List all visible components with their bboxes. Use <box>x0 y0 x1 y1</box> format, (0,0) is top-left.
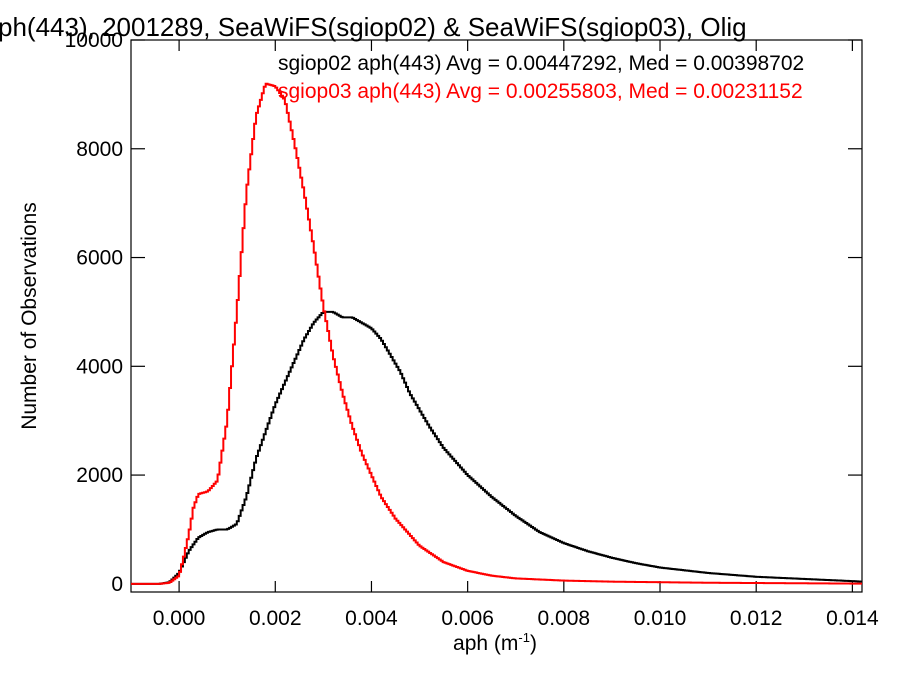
plot-frame <box>130 39 863 593</box>
y-axis-ticks: 0 2000 4000 6000 8000 10000 <box>65 29 862 596</box>
x-tick-label: 0.004 <box>345 607 398 630</box>
y-tick-label: 2000 <box>76 464 123 487</box>
x-tick-label: 0.008 <box>538 607 591 630</box>
series-line-2 <box>131 82 862 585</box>
y-tick-label: 0 <box>111 573 123 596</box>
annotation-sgiop03: sgiop03 aph(443) Avg = 0.00255803, Med =… <box>278 80 803 103</box>
x-tick-label: 0.000 <box>153 607 206 630</box>
x-axis-label-main: aph (m <box>453 632 518 655</box>
x-tick-label: 0.014 <box>826 607 879 630</box>
y-tick-label: 8000 <box>76 138 123 161</box>
x-tick-label: 0.010 <box>634 607 687 630</box>
x-axis-ticks: 0.000 0.002 0.004 0.006 0.008 0.010 0.012 0.014 <box>153 40 879 630</box>
x-tick-label: 0.006 <box>441 607 494 630</box>
annotation-sgiop02: sgiop02 aph(443) Avg = 0.00447292, Med =… <box>278 52 804 75</box>
y-axis-label: Number of Observations <box>18 202 41 430</box>
x-tick-label: 0.012 <box>730 607 783 630</box>
x-tick-label: 0.002 <box>249 607 302 630</box>
chart-title: ph(443), 2001289, SeaWiFS(sgiop02) & Sea… <box>0 12 747 42</box>
y-tick-label: 6000 <box>76 247 123 270</box>
y-tick-label: 4000 <box>76 355 123 378</box>
series-lines <box>131 82 862 585</box>
series-line-1 <box>131 310 862 585</box>
x-axis-label: aph (m-1) <box>453 630 537 655</box>
y-tick-label: 10000 <box>65 29 123 52</box>
x-axis-label-end: ) <box>530 632 537 655</box>
x-axis-label-superscript: -1 <box>518 630 530 645</box>
